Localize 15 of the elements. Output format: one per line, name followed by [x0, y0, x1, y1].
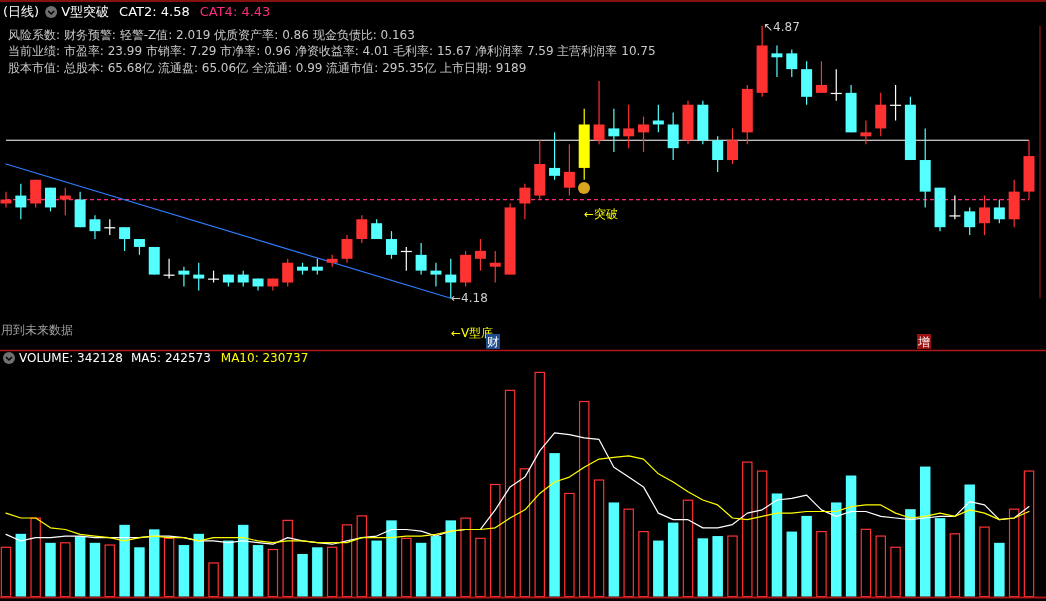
annotation: ←4.18: [451, 291, 488, 305]
series-name: MA5: 242573: [130, 351, 211, 365]
annotation: 增: [918, 335, 930, 349]
annotation: VOLUME: 342128: [19, 351, 123, 365]
subtitle: V型突破: [61, 4, 110, 19]
annotation: ←突破: [584, 207, 619, 221]
annotation: 股本市值: 总股本: 65.68亿 流通盘: 65.06亿 全流通: 0.99 流通市值: 295.35亿 上市日期: 9189: [8, 61, 527, 75]
series-name: MA10: 230737: [220, 351, 309, 365]
ref-label: CAT2: 4.58: [119, 4, 190, 19]
title: (日线): [3, 4, 40, 19]
annotation: ↖4.87: [763, 20, 800, 34]
ref-label: CAT4: 4.43: [199, 4, 271, 19]
annotation: 风险系数: 财务预警: 轻警-Z值: 2.019 优质资产率: 0.86 现金负债比: 0.163: [8, 28, 415, 42]
annotation: 当前业绩: 市盈率: 23.99 市销率: 7.29 市净率: 0.96 净资收益率: 4.01 毛利率: 15.67 净利润率 7.59 主营利润率 10.75: [8, 44, 656, 58]
annotation: 用到未来数据: [1, 323, 73, 337]
